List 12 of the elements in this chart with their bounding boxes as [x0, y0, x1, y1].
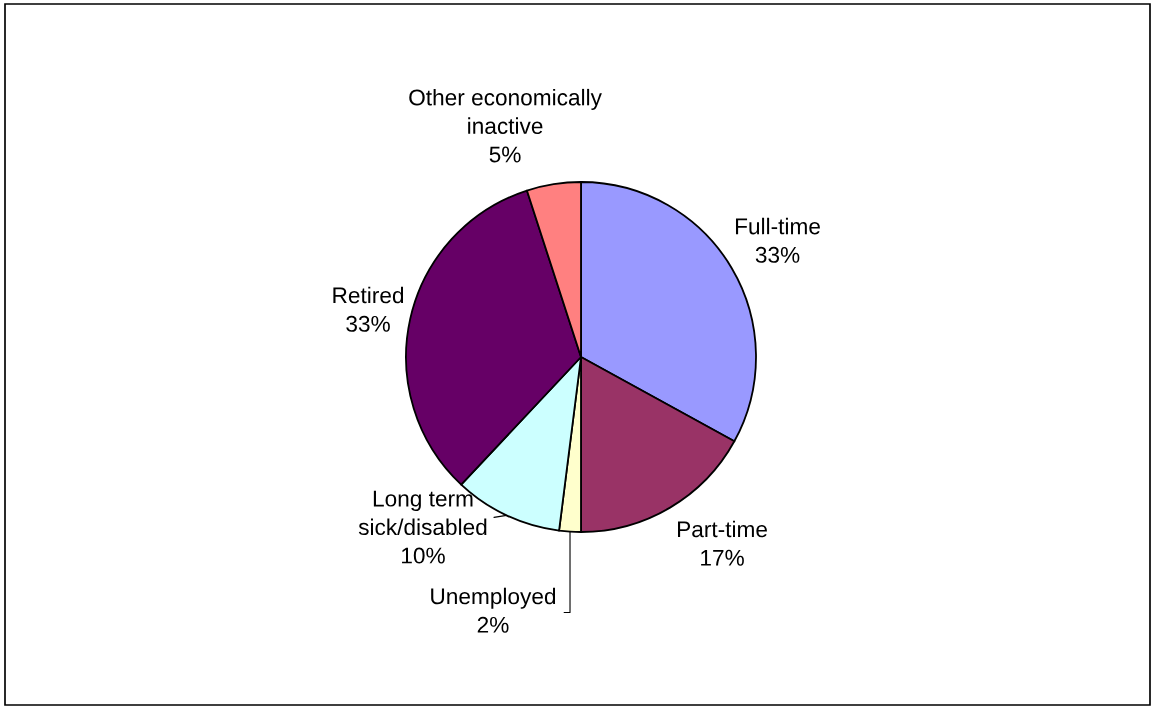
slice-label: Full-time: [735, 217, 820, 235]
slice-label: Part-time: [678, 520, 767, 538]
data-label: 10%: [402, 547, 445, 564]
data-label: 5%: [489, 146, 521, 163]
data-label: 33%: [755, 246, 800, 263]
data-label: 17%: [701, 549, 744, 566]
slice-label: Long term sick/disabled: [358, 490, 487, 536]
slice-label: Unemployed: [431, 587, 556, 609]
data-label: 2%: [477, 616, 509, 633]
data-label: 33%: [346, 315, 390, 332]
slice-label: Retired: [333, 286, 404, 304]
slice-label: Other economically inactive: [409, 88, 602, 134]
